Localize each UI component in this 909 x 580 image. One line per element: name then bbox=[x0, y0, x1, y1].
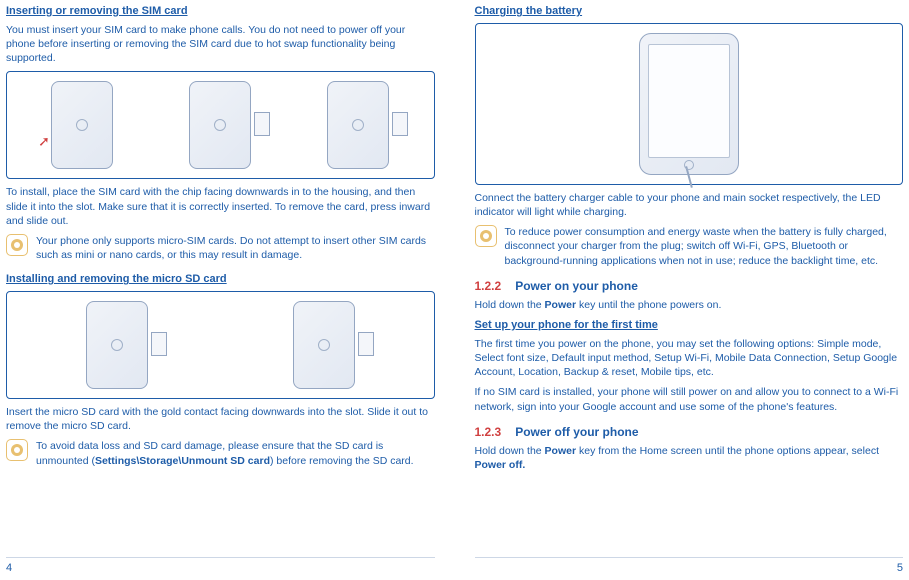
power-key-label: Power bbox=[545, 445, 577, 457]
arrow-open-icon: ➚ bbox=[38, 132, 50, 151]
setup-text-2: If no SIM card is installed, your phone … bbox=[475, 385, 904, 413]
sd-insert-icon bbox=[151, 332, 167, 356]
footer-rule bbox=[6, 557, 435, 558]
heading-number: 1.2.3 bbox=[475, 425, 502, 439]
left-page: Inserting or removing the SIM card You m… bbox=[0, 0, 455, 580]
sd-remove-icon bbox=[358, 332, 374, 356]
sim-remove-icon bbox=[392, 112, 408, 136]
sd-section-title: Installing and removing the micro SD car… bbox=[6, 272, 435, 287]
sd-figure bbox=[6, 291, 435, 399]
phone-back-sketch bbox=[189, 81, 251, 169]
page-number: 5 bbox=[897, 561, 903, 576]
text-a: Hold down the bbox=[475, 299, 545, 311]
text-a: Hold down the bbox=[475, 445, 545, 457]
phone-front-sketch bbox=[639, 33, 739, 175]
charging-section-title: Charging the battery bbox=[475, 4, 904, 19]
power-key-label: Power bbox=[545, 299, 577, 311]
power-on-heading: 1.2.2 Power on your phone bbox=[475, 278, 904, 294]
tip-icon bbox=[6, 234, 28, 256]
setup-text-1: The first time you power on the phone, y… bbox=[475, 337, 904, 380]
phone-back-sketch bbox=[86, 301, 148, 389]
sim-install-text: To install, place the SIM card with the … bbox=[6, 185, 435, 228]
sim-figure: ➚ bbox=[6, 71, 435, 179]
phone-back-sketch bbox=[293, 301, 355, 389]
right-page: Charging the battery Connect the battery… bbox=[455, 0, 909, 580]
tip-icon bbox=[475, 225, 497, 247]
tip-icon bbox=[6, 439, 28, 461]
charging-note: To reduce power consumption and energy w… bbox=[475, 225, 904, 268]
charging-text: Connect the battery charger cable to you… bbox=[475, 191, 904, 219]
heading-text: Power on your phone bbox=[515, 279, 638, 293]
text-c: key from the Home screen until the phone… bbox=[576, 445, 879, 457]
power-on-text: Hold down the Power key until the phone … bbox=[475, 298, 904, 312]
footer-rule bbox=[475, 557, 904, 558]
sim-note: Your phone only supports micro-SIM cards… bbox=[6, 234, 435, 262]
sim-note-text: Your phone only supports micro-SIM cards… bbox=[36, 234, 435, 262]
phone-back-sketch bbox=[327, 81, 389, 169]
sd-install-text: Insert the micro SD card with the gold c… bbox=[6, 405, 435, 433]
page-number: 4 bbox=[6, 561, 12, 576]
power-off-label: Power off. bbox=[475, 459, 526, 471]
sd-note-path: Settings\Storage\Unmount SD card bbox=[95, 455, 270, 467]
sim-insert-icon bbox=[254, 112, 270, 136]
power-off-heading: 1.2.3 Power off your phone bbox=[475, 424, 904, 440]
sd-note: To avoid data loss and SD card damage, p… bbox=[6, 439, 435, 467]
cable-icon bbox=[685, 166, 693, 188]
text-c: key until the phone powers on. bbox=[576, 299, 721, 311]
heading-number: 1.2.2 bbox=[475, 279, 502, 293]
phone-back-sketch: ➚ bbox=[51, 81, 113, 169]
setup-subtitle: Set up your phone for the first time bbox=[475, 318, 904, 333]
charging-figure bbox=[475, 23, 904, 185]
sd-note-c: ) before removing the SD card. bbox=[270, 455, 414, 467]
power-off-text: Hold down the Power key from the Home sc… bbox=[475, 444, 904, 472]
sd-note-text: To avoid data loss and SD card damage, p… bbox=[36, 439, 435, 467]
sim-intro-text: You must insert your SIM card to make ph… bbox=[6, 23, 435, 66]
charging-note-text: To reduce power consumption and energy w… bbox=[505, 225, 904, 268]
heading-text: Power off your phone bbox=[515, 425, 638, 439]
sim-section-title: Inserting or removing the SIM card bbox=[6, 4, 435, 19]
